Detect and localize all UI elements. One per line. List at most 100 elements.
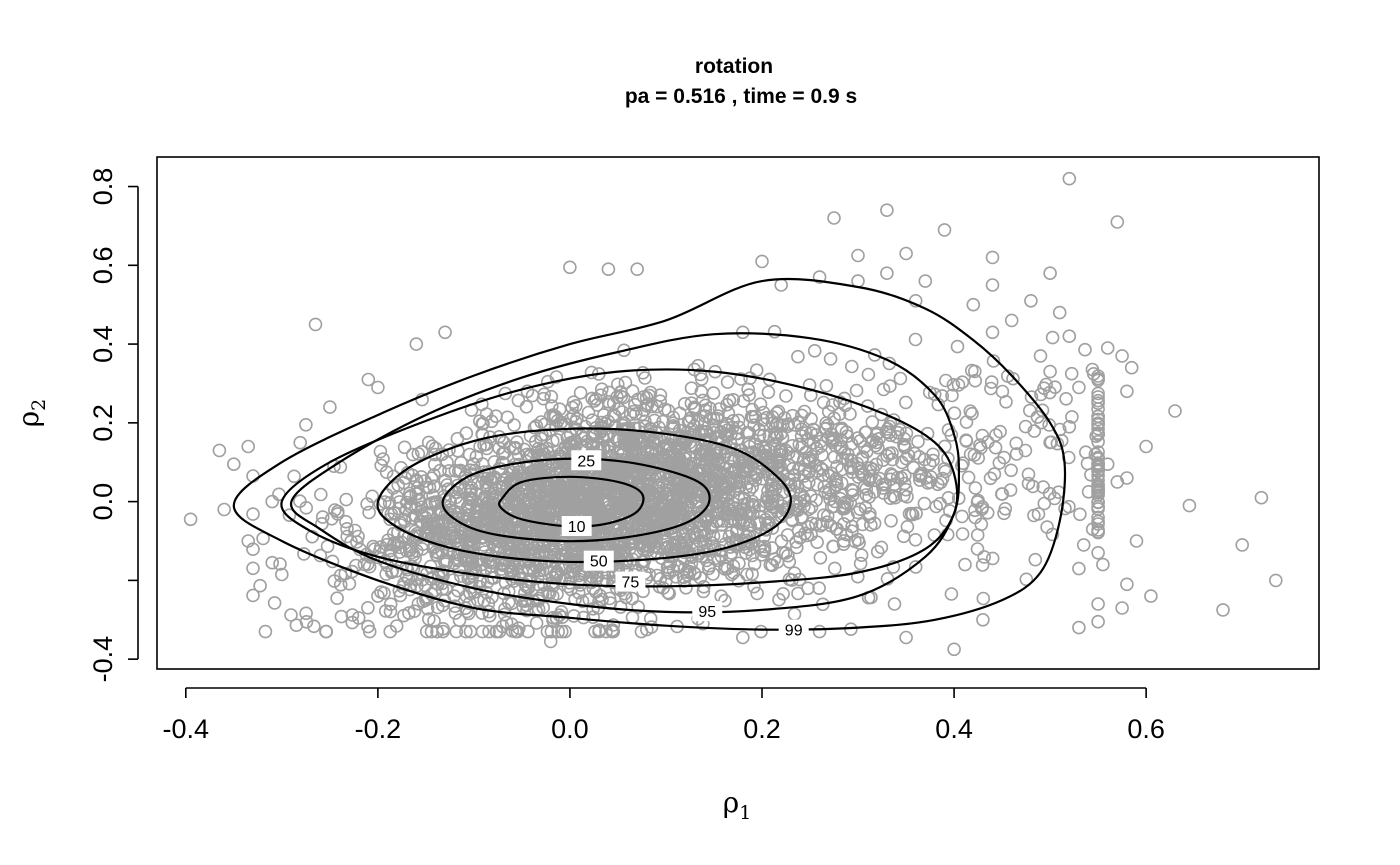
data-point bbox=[756, 458, 770, 473]
data-point bbox=[1091, 479, 1105, 493]
data-point bbox=[1062, 419, 1077, 434]
data-point bbox=[637, 462, 652, 476]
contour-line-50 bbox=[376, 427, 792, 564]
data-point bbox=[971, 451, 986, 465]
data-point bbox=[584, 365, 599, 380]
data-point bbox=[357, 557, 372, 572]
data-point bbox=[340, 521, 354, 536]
data-point bbox=[995, 384, 1010, 399]
data-point bbox=[789, 540, 804, 555]
x-axis-label-subscript: 1 bbox=[739, 802, 751, 824]
data-point bbox=[887, 597, 902, 611]
y-tick-label: -0.4 bbox=[88, 636, 118, 683]
data-point bbox=[1040, 520, 1054, 534]
data-point bbox=[520, 447, 534, 462]
data-point bbox=[699, 424, 714, 439]
data-point bbox=[593, 588, 607, 603]
data-point bbox=[632, 421, 647, 435]
data-point bbox=[767, 500, 782, 515]
data-point bbox=[1064, 366, 1079, 381]
contour-label-50: 50 bbox=[590, 554, 608, 571]
data-point bbox=[869, 435, 884, 450]
data-point bbox=[502, 519, 517, 534]
data-point bbox=[554, 624, 569, 639]
data-point bbox=[704, 477, 719, 491]
data-point bbox=[854, 548, 869, 563]
data-point bbox=[697, 522, 712, 537]
data-point bbox=[520, 603, 534, 618]
data-point bbox=[479, 407, 494, 421]
data-point bbox=[246, 588, 260, 603]
data-point bbox=[765, 466, 779, 481]
data-point bbox=[844, 482, 859, 497]
data-point bbox=[1034, 387, 1048, 402]
data-point bbox=[361, 619, 375, 634]
data-point bbox=[671, 455, 686, 469]
data-point bbox=[588, 624, 602, 639]
data-point bbox=[540, 624, 555, 639]
data-point bbox=[549, 611, 564, 626]
contour-line-99 bbox=[232, 277, 1067, 631]
data-point bbox=[534, 415, 549, 429]
data-point bbox=[428, 447, 442, 462]
data-point bbox=[414, 514, 429, 529]
data-point bbox=[898, 395, 913, 410]
data-point bbox=[985, 325, 1000, 340]
data-point bbox=[1062, 329, 1077, 344]
data-point bbox=[565, 484, 580, 499]
data-point bbox=[386, 469, 401, 484]
data-point bbox=[955, 375, 970, 390]
data-point bbox=[265, 555, 280, 570]
data-point bbox=[351, 611, 366, 625]
data-point bbox=[436, 517, 450, 531]
data-point bbox=[383, 597, 398, 612]
y-tick-label: 0.2 bbox=[88, 404, 118, 442]
data-point bbox=[799, 426, 813, 440]
data-point bbox=[723, 514, 738, 529]
data-point bbox=[770, 493, 785, 507]
data-point bbox=[711, 499, 725, 514]
data-point bbox=[826, 539, 841, 554]
data-point bbox=[551, 624, 566, 639]
data-point bbox=[624, 534, 639, 548]
data-point bbox=[1028, 552, 1043, 567]
data-point bbox=[299, 606, 313, 621]
data-point bbox=[459, 426, 474, 441]
data-point bbox=[414, 444, 429, 459]
data-point bbox=[922, 385, 937, 400]
data-point bbox=[550, 433, 565, 447]
data-point bbox=[951, 378, 966, 392]
data-point bbox=[893, 422, 907, 437]
data-point bbox=[293, 494, 307, 509]
data-point bbox=[985, 250, 1000, 265]
data-point bbox=[390, 490, 405, 504]
data-point bbox=[812, 270, 827, 284]
data-point bbox=[756, 413, 770, 427]
data-point bbox=[980, 435, 995, 449]
data-point bbox=[977, 550, 992, 564]
data-point bbox=[712, 402, 727, 416]
data-point bbox=[563, 260, 577, 275]
contour-label-bg bbox=[571, 450, 602, 471]
data-point bbox=[599, 624, 613, 639]
data-point bbox=[753, 515, 767, 530]
data-point bbox=[1091, 482, 1105, 497]
data-point bbox=[1100, 341, 1115, 355]
data-point bbox=[439, 582, 454, 596]
data-point bbox=[373, 444, 388, 459]
data-point bbox=[383, 624, 398, 639]
data-point bbox=[282, 508, 297, 523]
data-point bbox=[482, 624, 496, 639]
data-point bbox=[869, 427, 884, 442]
data-point bbox=[217, 502, 231, 517]
data-point bbox=[851, 248, 865, 263]
data-point bbox=[450, 478, 465, 493]
data-point bbox=[804, 426, 818, 440]
data-point bbox=[475, 427, 490, 441]
data-point bbox=[544, 389, 559, 404]
data-point bbox=[987, 467, 1002, 481]
plot-frame bbox=[156, 156, 1320, 670]
data-point bbox=[571, 585, 586, 600]
data-point bbox=[1009, 447, 1024, 461]
